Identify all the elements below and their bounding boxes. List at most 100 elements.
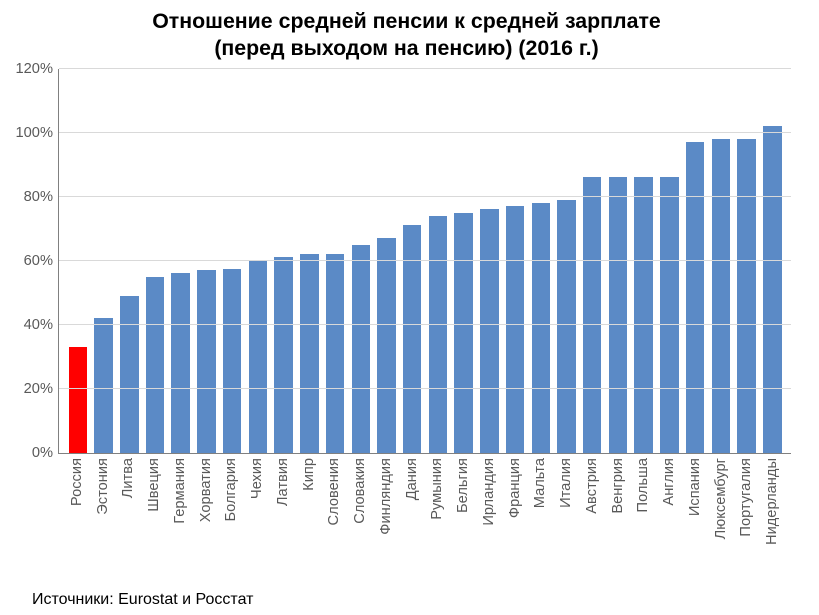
x-tick-label: Словения (326, 458, 342, 525)
x-tick-label: Нидерланды (764, 458, 780, 545)
bar (737, 139, 756, 453)
x-tick-label: Англия (661, 458, 677, 506)
x-tick-label: Словакия (352, 458, 368, 524)
bar-slot (759, 69, 785, 453)
gridline (59, 452, 791, 453)
gridline (59, 388, 791, 389)
x-label-slot: Кипр (296, 458, 322, 558)
bar-slot (579, 69, 605, 453)
x-label-slot: Латвия (270, 458, 296, 558)
bar-slot (296, 69, 322, 453)
x-tick-label: Мальта (532, 458, 548, 508)
x-tick-label: Кипр (301, 458, 317, 491)
x-tick-label: Россия (69, 458, 85, 506)
bar (609, 177, 628, 452)
bar-slot (322, 69, 348, 453)
x-tick-label: Австрия (584, 458, 600, 514)
x-label-slot: Эстония (90, 458, 116, 558)
x-tick-label: Германия (172, 458, 188, 524)
chart-title: Отношение средней пенсии к средней зарпл… (8, 8, 805, 63)
bar-slot (708, 69, 734, 453)
bar (532, 203, 551, 453)
x-tick-label: Румыния (429, 458, 445, 520)
bar (352, 245, 371, 453)
x-tick-label: Эстония (95, 458, 111, 515)
x-tick-label: Португалия (738, 458, 754, 537)
bar-slot (245, 69, 271, 453)
bar (69, 347, 88, 453)
x-label-slot: Испания (682, 458, 708, 558)
y-tick-label: 80% (24, 189, 59, 205)
bar (94, 318, 113, 452)
gridline (59, 132, 791, 133)
bar (146, 277, 165, 453)
x-tick-label: Испания (687, 458, 703, 516)
chart-grid: 0%20%40%60%80%100%120% (58, 69, 791, 454)
x-label-slot: Чехия (244, 458, 270, 558)
bar-slot (91, 69, 117, 453)
bar-slot (734, 69, 760, 453)
bar-slot (374, 69, 400, 453)
x-tick-label: Дания (404, 458, 420, 500)
x-tick-label: Италия (558, 458, 574, 508)
x-label-slot: Бельгия (450, 458, 476, 558)
bar (120, 296, 139, 453)
x-axis-labels: РоссияЭстонияЛитваШвецияГерманияХорватия… (58, 458, 791, 558)
chart-title-line1: Отношение средней пенсии к средней зарпл… (152, 9, 661, 33)
bar (223, 269, 242, 453)
y-tick-label: 40% (24, 317, 59, 333)
gridline (59, 260, 791, 261)
bar-slot (116, 69, 142, 453)
x-label-slot: Словения (322, 458, 348, 558)
x-label-slot: Австрия (579, 458, 605, 558)
bar (454, 213, 473, 453)
x-tick-label: Латвия (275, 458, 291, 506)
bar (686, 142, 705, 452)
bar-slot (425, 69, 451, 453)
y-tick-label: 0% (32, 445, 59, 461)
x-label-slot: Румыния (425, 458, 451, 558)
y-tick-label: 20% (24, 381, 59, 397)
chart-title-line2: (перед выходом на пенсию) (2016 г.) (214, 36, 598, 60)
x-tick-label: Швеция (146, 458, 162, 512)
x-tick-label: Финляндия (378, 458, 394, 535)
bar-slot (219, 69, 245, 453)
x-label-slot: Россия (64, 458, 90, 558)
gridline (59, 68, 791, 69)
bar (557, 200, 576, 453)
x-tick-label: Чехия (249, 458, 265, 499)
bar (326, 254, 345, 452)
x-label-slot: Ирландия (476, 458, 502, 558)
bar (197, 270, 216, 452)
bar (249, 261, 268, 453)
chart-container: Отношение средней пенсии к средней зарпл… (0, 0, 819, 615)
bar-slot (142, 69, 168, 453)
x-tick-label: Франция (507, 458, 523, 518)
x-tick-label: Литва (120, 458, 136, 498)
bar (763, 126, 782, 452)
x-tick-label: Венгрия (610, 458, 626, 514)
bar (300, 254, 319, 452)
bar-slot (477, 69, 503, 453)
bar (377, 238, 396, 452)
x-label-slot: Болгария (219, 458, 245, 558)
gridline (59, 324, 791, 325)
y-tick-label: 100% (16, 125, 60, 141)
bar-slot (271, 69, 297, 453)
x-label-slot: Литва (116, 458, 142, 558)
bar-slot (451, 69, 477, 453)
bar (634, 177, 653, 452)
bars-container (59, 69, 791, 453)
x-label-slot: Германия (167, 458, 193, 558)
bar (480, 209, 499, 452)
bar (712, 139, 731, 453)
bar (171, 273, 190, 452)
x-tick-label: Люксембург (713, 458, 729, 539)
x-label-slot: Венгрия (605, 458, 631, 558)
y-tick-label: 60% (24, 253, 59, 269)
bar (506, 206, 525, 452)
x-tick-label: Польша (635, 458, 651, 512)
bar-slot (554, 69, 580, 453)
bar-slot (605, 69, 631, 453)
x-label-slot: Англия (656, 458, 682, 558)
